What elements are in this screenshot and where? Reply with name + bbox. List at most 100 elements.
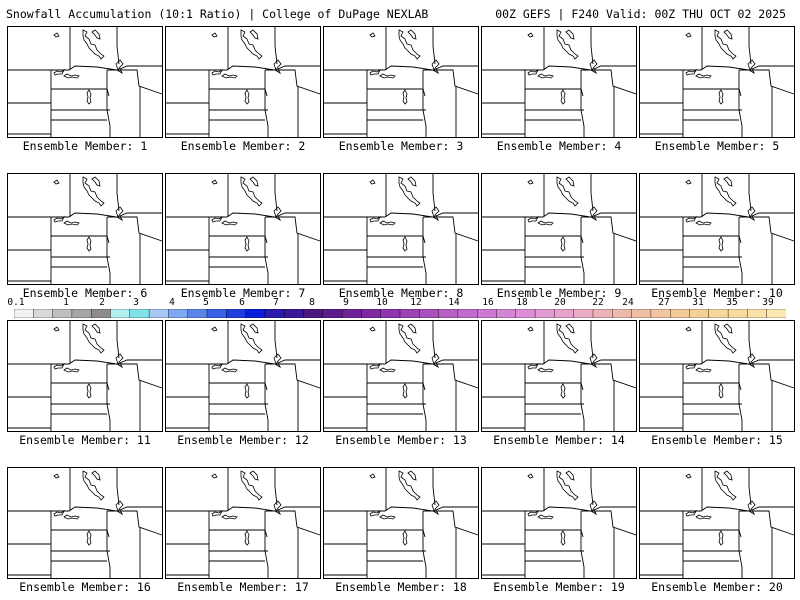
colorbar-swatch <box>341 309 362 318</box>
ensemble-member-panel: Ensemble Member: 15 <box>639 320 795 447</box>
colorbar-swatch <box>457 309 478 318</box>
colorbar-swatch <box>264 309 285 318</box>
colorbar-swatch <box>110 309 131 318</box>
colorbar-label: 24 <box>622 297 634 308</box>
colorbar-label: 22 <box>592 297 604 308</box>
colorbar-swatch <box>496 309 517 318</box>
colorbar-label: 0.1 <box>7 297 25 308</box>
colorbar-swatch <box>399 309 420 318</box>
ensemble-member-panel: Ensemble Member: 6 <box>7 173 163 300</box>
colorbar-label: 31 <box>692 297 704 308</box>
snowfall-map <box>639 26 795 138</box>
ensemble-member-panel: Ensemble Member: 10 <box>639 173 795 300</box>
colorbar-swatch <box>226 309 247 318</box>
colorbar-swatch <box>612 309 633 318</box>
ensemble-member-label: Ensemble Member: 2 <box>180 139 306 153</box>
colorbar-label: 7 <box>273 297 279 308</box>
ensemble-member-panel: Ensemble Member: 11 <box>7 320 163 447</box>
ensemble-member-panel: Ensemble Member: 13 <box>323 320 479 447</box>
snowfall-map <box>481 173 637 285</box>
colorbar-swatch <box>419 309 440 318</box>
snowfall-map <box>165 26 321 138</box>
colorbar-swatch <box>554 309 575 318</box>
colorbar-labels: 0.1 1 2 3 4 5 6 7 8 9 10 12 14 16 18 20 22 24 27 31 35 39 <box>7 297 786 309</box>
ensemble-member-label: Ensemble Member: 19 <box>493 580 625 594</box>
map-title: Snowfall Accumulation (10:1 Ratio) | Col… <box>6 7 429 21</box>
ensemble-member-panel: Ensemble Member: 14 <box>481 320 637 447</box>
colorbar-label: 5 <box>203 297 209 308</box>
snowfall-map <box>7 467 163 579</box>
colorbar-swatch <box>90 309 111 318</box>
colorbar-swatch <box>727 309 748 318</box>
ensemble-member-label: Ensemble Member: 5 <box>654 139 780 153</box>
snowfall-map <box>323 467 479 579</box>
snowfall-map <box>323 173 479 285</box>
colorbar-label: 20 <box>554 297 566 308</box>
colorbar-label: 1 <box>63 297 69 308</box>
snowfall-map <box>7 173 163 285</box>
colorbar-swatch <box>650 309 671 318</box>
ensemble-member-panel: Ensemble Member: 3 <box>323 26 479 153</box>
snowfall-map <box>639 173 795 285</box>
colorbar-label: 18 <box>516 297 528 308</box>
ensemble-member-panel: Ensemble Member: 8 <box>323 173 479 300</box>
ensemble-member-panel: Ensemble Member: 2 <box>165 26 321 153</box>
colorbar-label: 3 <box>133 297 139 308</box>
colorbar-swatch <box>361 309 382 318</box>
colorbar-swatch <box>689 309 710 318</box>
ensemble-member-label: Ensemble Member: 11 <box>19 433 151 447</box>
colorbar-swatch <box>592 309 613 318</box>
colorbar-swatch <box>148 309 169 318</box>
ensemble-member-label: Ensemble Member: 7 <box>180 286 306 300</box>
ensemble-member-label: Ensemble Member: 4 <box>496 139 622 153</box>
ensemble-member-label: Ensemble Member: 1 <box>22 139 148 153</box>
ensemble-member-panel: Ensemble Member: 16 <box>7 467 163 594</box>
ensemble-member-panel: Ensemble Member: 17 <box>165 467 321 594</box>
colorbar-swatch <box>168 309 189 318</box>
colorbar-label: 14 <box>448 297 460 308</box>
snowfall-map <box>165 320 321 432</box>
colorbar-swatch <box>303 309 324 318</box>
snowfall-map <box>481 320 637 432</box>
colorbar-swatch <box>534 309 555 318</box>
ensemble-member-panel: Ensemble Member: 18 <box>323 467 479 594</box>
colorbar-swatch <box>206 309 227 318</box>
snowfall-map <box>323 26 479 138</box>
colorbar-swatch <box>573 309 594 318</box>
colorbar-swatch <box>129 309 150 318</box>
ensemble-member-label: Ensemble Member: 16 <box>19 580 151 594</box>
ensemble-member-panel: Ensemble Member: 7 <box>165 173 321 300</box>
ensemble-member-label: Ensemble Member: 14 <box>493 433 625 447</box>
colorbar-swatch <box>187 309 208 318</box>
ensemble-member-panel: Ensemble Member: 12 <box>165 320 321 447</box>
snowfall-map <box>7 320 163 432</box>
snowfall-map <box>7 26 163 138</box>
colorbar-swatch <box>284 309 305 318</box>
colorbar-label: 12 <box>410 297 422 308</box>
ensemble-member-label: Ensemble Member: 13 <box>335 433 467 447</box>
ensemble-member-label: Ensemble Member: 17 <box>177 580 309 594</box>
run-valid-time: 00Z GEFS | F240 Valid: 00Z THU OCT 02 20… <box>495 7 786 21</box>
colorbar-label: 4 <box>169 297 175 308</box>
ensemble-member-label: Ensemble Member: 6 <box>22 286 148 300</box>
colorbar <box>14 309 786 318</box>
colorbar-label: 16 <box>482 297 494 308</box>
ensemble-member-panel: Ensemble Member: 1 <box>7 26 163 153</box>
colorbar-swatch <box>515 309 536 318</box>
ensemble-member-panel: Ensemble Member: 4 <box>481 26 637 153</box>
ensemble-member-label: Ensemble Member: 8 <box>338 286 464 300</box>
colorbar-swatch <box>766 309 786 318</box>
colorbar-label: 6 <box>239 297 245 308</box>
colorbar-swatch <box>670 309 691 318</box>
snowfall-map <box>481 26 637 138</box>
colorbar-swatch <box>438 309 459 318</box>
colorbar-label: 10 <box>376 297 388 308</box>
ensemble-member-label: Ensemble Member: 10 <box>651 286 783 300</box>
snowfall-map <box>165 467 321 579</box>
ensemble-member-panel: Ensemble Member: 20 <box>639 467 795 594</box>
colorbar-swatch <box>52 309 73 318</box>
colorbar-label: 35 <box>726 297 738 308</box>
colorbar-swatch <box>245 309 266 318</box>
ensemble-member-panel: Ensemble Member: 19 <box>481 467 637 594</box>
colorbar-swatch <box>477 309 498 318</box>
